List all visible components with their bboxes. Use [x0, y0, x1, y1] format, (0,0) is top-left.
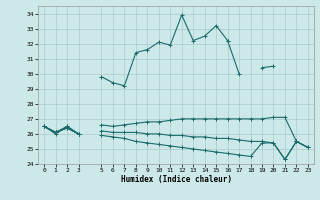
X-axis label: Humidex (Indice chaleur): Humidex (Indice chaleur) — [121, 175, 231, 184]
